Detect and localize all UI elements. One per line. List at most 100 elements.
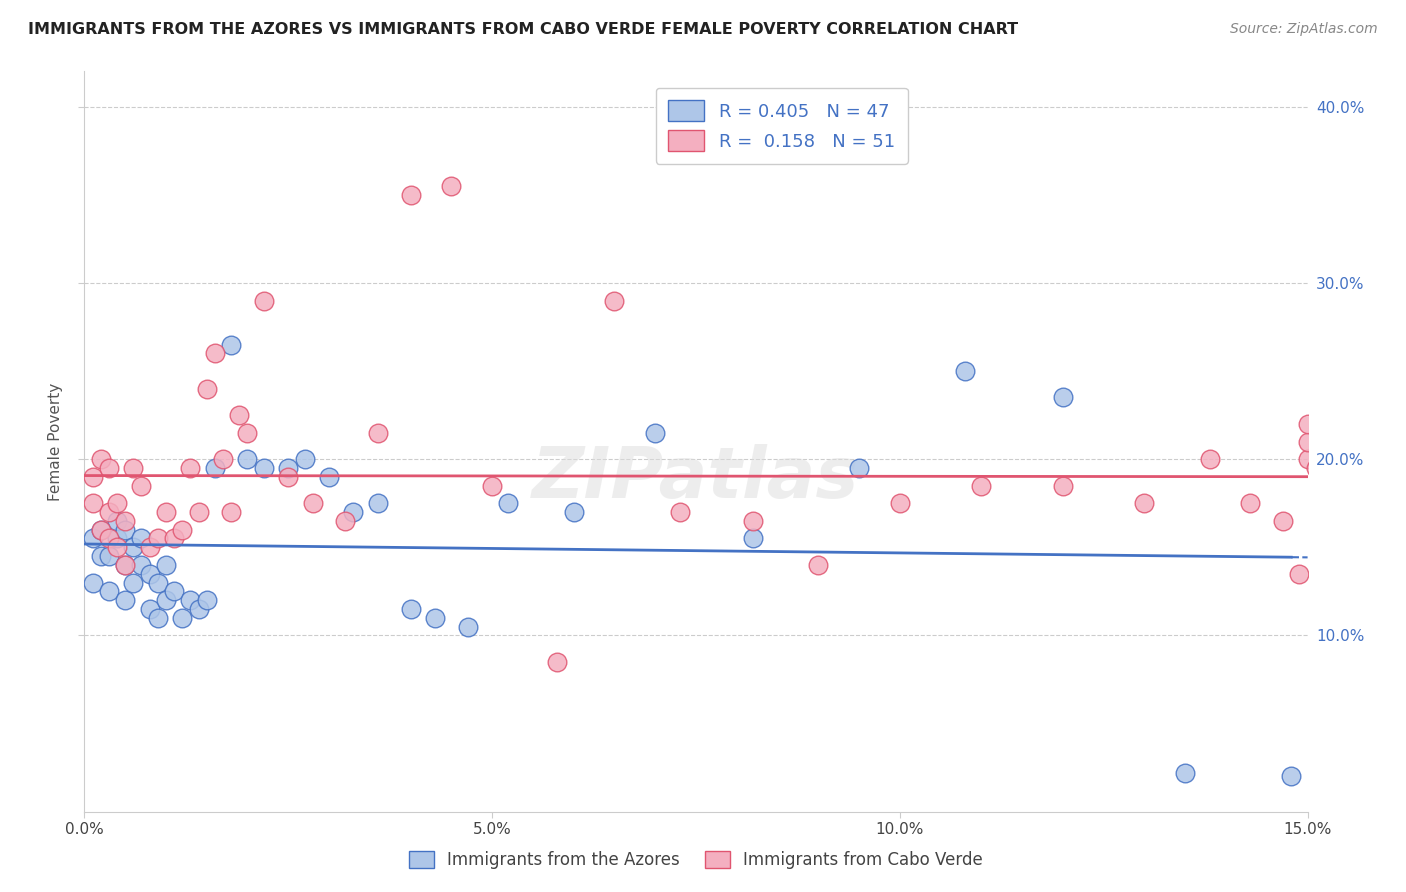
Point [212, 452, 235, 467]
Text: ZIPatlas: ZIPatlas [533, 444, 859, 513]
Point [155, 558, 177, 572]
Point [82, 532, 104, 546]
Point [138, 541, 160, 555]
Point [122, 461, 145, 475]
Point [318, 470, 340, 484]
Point [367, 496, 389, 510]
Point [172, 611, 194, 625]
Point [90, 452, 112, 467]
Point [82, 470, 104, 484]
Point [236, 425, 259, 440]
Point [90, 549, 112, 563]
Point [277, 470, 299, 484]
Point [105, 514, 128, 528]
Point [1296, 417, 1319, 431]
Point [179, 593, 201, 607]
Point [97, 505, 120, 519]
Point [481, 478, 503, 492]
Point [163, 584, 186, 599]
Point [146, 532, 169, 546]
Point [131, 478, 153, 492]
Point [97, 584, 120, 599]
Point [742, 532, 765, 546]
Point [970, 478, 993, 492]
Point [342, 505, 364, 519]
Point [1174, 766, 1197, 780]
Point [138, 602, 160, 616]
Point [423, 611, 446, 625]
Point [953, 364, 976, 378]
Point [155, 593, 177, 607]
Point [90, 523, 112, 537]
Y-axis label: Female Poverty: Female Poverty [48, 383, 63, 500]
Point [440, 178, 463, 193]
Point [1133, 496, 1156, 510]
Point [1288, 566, 1310, 581]
Point [122, 541, 145, 555]
Point [742, 514, 765, 528]
Point [219, 505, 242, 519]
Point [187, 602, 209, 616]
Point [807, 558, 830, 572]
Point [1198, 452, 1220, 467]
Point [253, 461, 276, 475]
Point [546, 655, 568, 669]
Point [195, 382, 218, 396]
Point [90, 523, 112, 537]
Point [146, 611, 169, 625]
Point [253, 293, 276, 308]
Point [1272, 514, 1295, 528]
Point [187, 505, 209, 519]
Point [498, 496, 520, 510]
Point [1279, 769, 1302, 783]
Point [1052, 391, 1074, 405]
Point [228, 408, 250, 422]
Point [146, 575, 169, 590]
Point [114, 514, 136, 528]
Point [131, 558, 153, 572]
Point [277, 461, 299, 475]
Point [399, 187, 422, 202]
Point [204, 346, 226, 360]
Point [301, 496, 323, 510]
Point [82, 575, 104, 590]
Point [294, 452, 316, 467]
Point [97, 532, 120, 546]
Point [367, 425, 389, 440]
Point [97, 549, 120, 563]
Point [603, 293, 626, 308]
Point [82, 496, 104, 510]
Point [155, 505, 177, 519]
Point [644, 425, 666, 440]
Point [562, 505, 585, 519]
Point [163, 532, 186, 546]
Point [219, 337, 242, 351]
Point [335, 514, 357, 528]
Text: Source: ZipAtlas.com: Source: ZipAtlas.com [1230, 22, 1378, 37]
Point [105, 496, 128, 510]
Point [1239, 496, 1261, 510]
Point [105, 541, 128, 555]
Point [97, 461, 120, 475]
Point [457, 619, 479, 633]
Point [179, 461, 201, 475]
Point [399, 602, 422, 616]
Point [848, 461, 870, 475]
Point [1296, 452, 1319, 467]
Point [236, 452, 259, 467]
Point [1305, 461, 1327, 475]
Point [172, 523, 194, 537]
Point [668, 505, 690, 519]
Point [1296, 434, 1319, 449]
Point [114, 558, 136, 572]
Point [195, 593, 218, 607]
Point [105, 532, 128, 546]
Point [131, 532, 153, 546]
Point [114, 593, 136, 607]
Point [204, 461, 226, 475]
Legend: Immigrants from the Azores, Immigrants from Cabo Verde: Immigrants from the Azores, Immigrants f… [401, 843, 991, 878]
Point [1052, 478, 1074, 492]
Point [122, 575, 145, 590]
Point [114, 523, 136, 537]
Text: IMMIGRANTS FROM THE AZORES VS IMMIGRANTS FROM CABO VERDE FEMALE POVERTY CORRELAT: IMMIGRANTS FROM THE AZORES VS IMMIGRANTS… [28, 22, 1018, 37]
